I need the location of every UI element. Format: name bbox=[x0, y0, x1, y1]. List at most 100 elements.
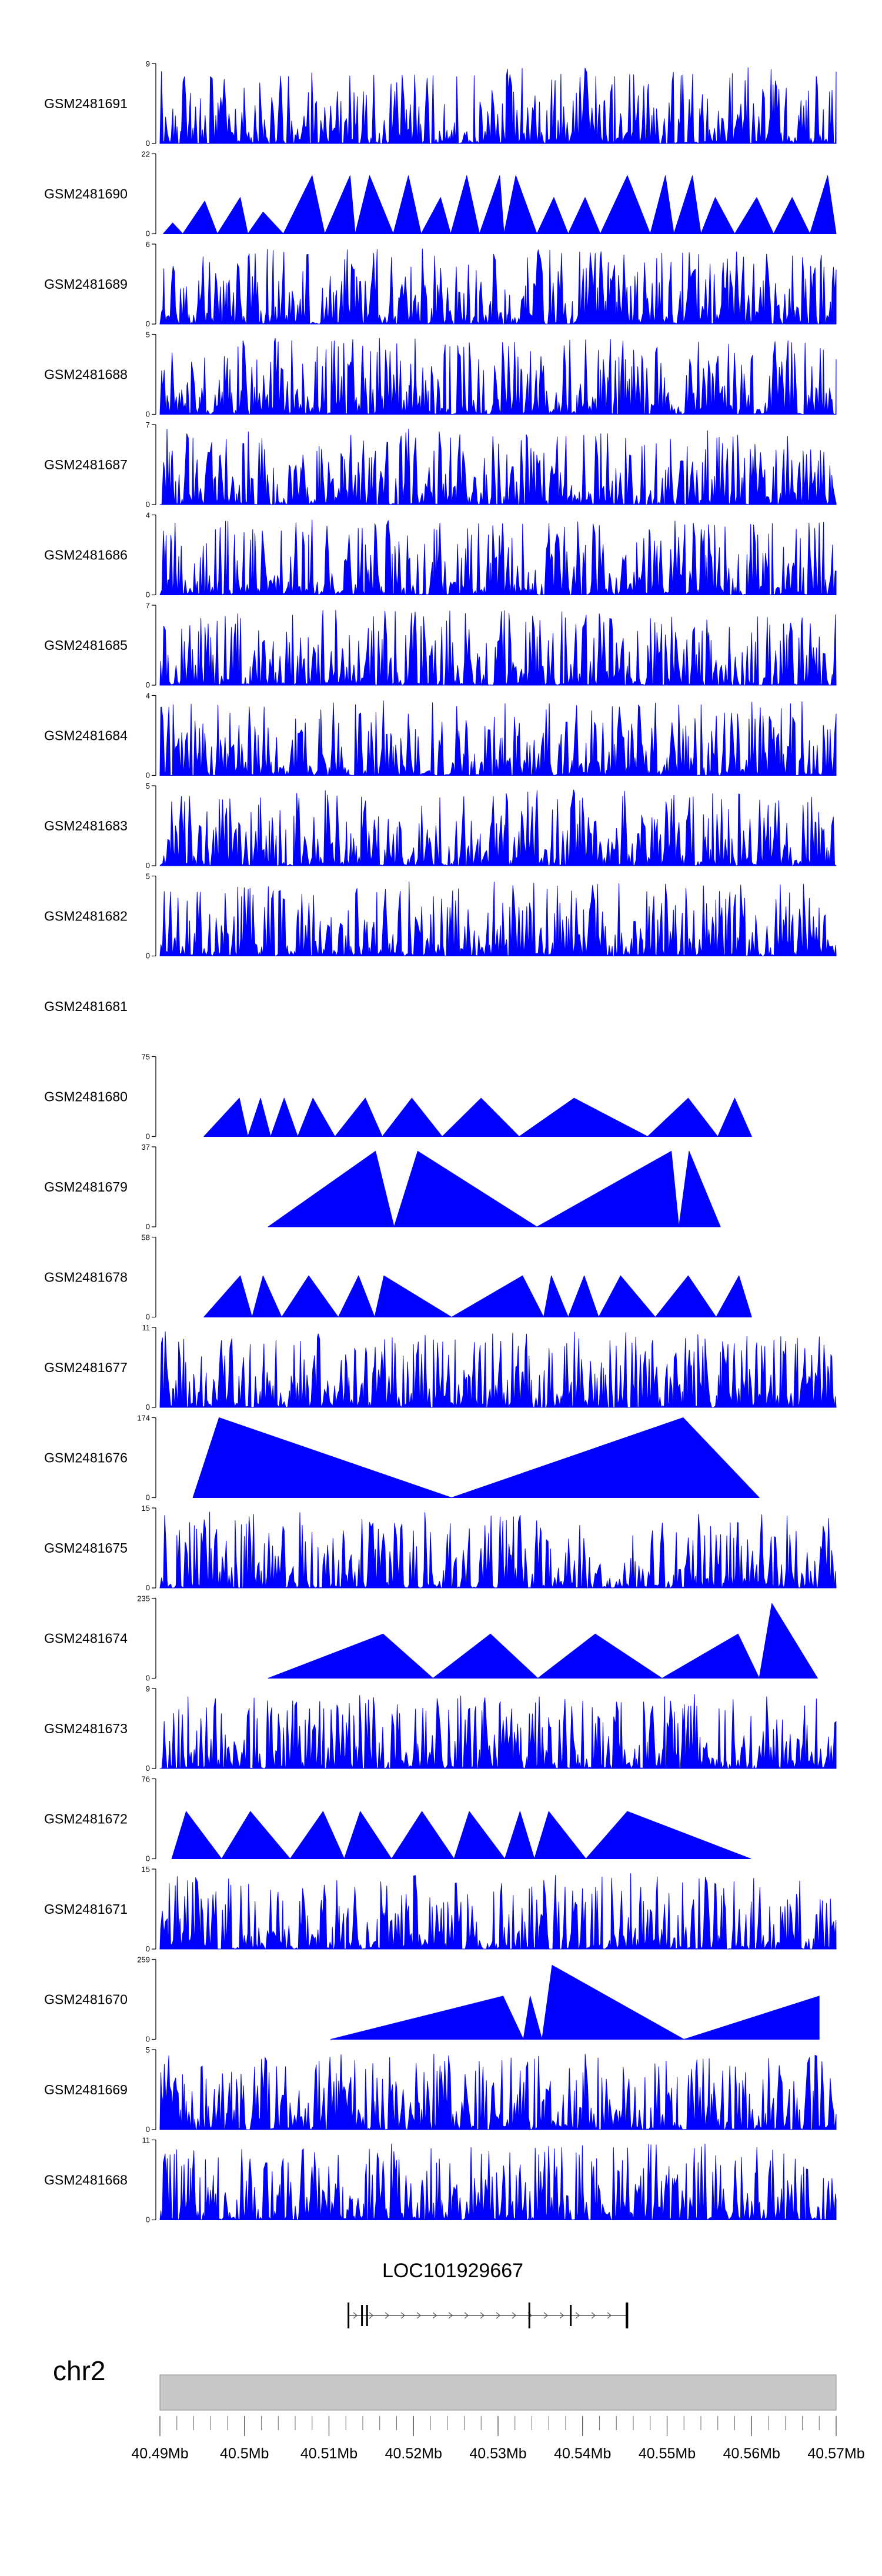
signal-area bbox=[159, 428, 837, 505]
signal-area bbox=[268, 1150, 721, 1227]
signal-area bbox=[192, 1417, 760, 1498]
coordinate-axis: 40.49Mb 40.5Mb 40.51Mb 40.52Mb 40.53Mb 40.54M… bbox=[131, 2416, 865, 2462]
strand-arrow bbox=[607, 2312, 612, 2319]
track-GSM2481671: GSM2481671 15 0 bbox=[44, 1865, 837, 1953]
strand-arrow bbox=[480, 2312, 485, 2319]
track-GSM2481669: GSM2481669 5 0 bbox=[44, 2046, 837, 2134]
track-GSM2481688: GSM2481688 5 0 bbox=[44, 331, 837, 419]
y-axis-max-label: 7 bbox=[146, 421, 150, 429]
track-GSM2481685: GSM2481685 7 0 bbox=[44, 601, 837, 689]
y-axis-zero-label: 0 bbox=[146, 500, 150, 509]
coordinate-tick-label: 40.51Mb bbox=[300, 2445, 358, 2462]
track-label: GSM2481682 bbox=[44, 909, 128, 924]
y-axis-max-label: 6 bbox=[146, 240, 150, 249]
track-label: GSM2481670 bbox=[44, 1992, 128, 2007]
signal-area bbox=[159, 1873, 837, 1950]
gene-exon bbox=[626, 2303, 629, 2328]
y-axis-zero-label: 0 bbox=[146, 1493, 150, 1502]
signal-area bbox=[159, 67, 837, 144]
track-GSM2481679: GSM2481679 37 0 bbox=[44, 1143, 721, 1231]
track-GSM2481687: GSM2481687 7 0 bbox=[44, 421, 837, 509]
strand-arrow bbox=[385, 2312, 390, 2319]
y-axis-zero-label: 0 bbox=[146, 2125, 150, 2134]
coordinate-tick-label: 40.54Mb bbox=[554, 2445, 611, 2462]
y-axis-max-label: 5 bbox=[146, 872, 150, 881]
strand-arrow bbox=[416, 2312, 422, 2319]
y-axis-zero-label: 0 bbox=[146, 771, 150, 780]
coordinate-tick-label: 40.55Mb bbox=[639, 2445, 696, 2462]
signal-area bbox=[163, 175, 837, 234]
track-label: GSM2481672 bbox=[44, 1811, 128, 1827]
y-axis-zero-label: 0 bbox=[146, 2035, 150, 2044]
track-GSM2481682: GSM2481682 5 0 bbox=[44, 872, 837, 960]
track-label: GSM2481681 bbox=[44, 999, 128, 1014]
y-axis-zero-label: 0 bbox=[146, 590, 150, 599]
track-label: GSM2481691 bbox=[44, 96, 128, 111]
y-axis-zero-label: 0 bbox=[146, 1313, 150, 1322]
y-axis-zero-label: 0 bbox=[146, 410, 150, 419]
strand-arrow bbox=[369, 2312, 374, 2319]
chromosome-bar bbox=[159, 2374, 837, 2411]
coordinate-tick-label: 40.52Mb bbox=[385, 2445, 442, 2462]
track-label: GSM2481671 bbox=[44, 1901, 128, 1917]
strand-arrow bbox=[448, 2312, 453, 2319]
track-label: GSM2481675 bbox=[44, 1540, 128, 1556]
y-axis-max-label: 76 bbox=[142, 1775, 150, 1784]
strand-arrow bbox=[559, 2312, 564, 2319]
signal-area bbox=[203, 1275, 752, 1317]
y-axis-max-label: 174 bbox=[137, 1414, 150, 1423]
y-axis-max-label: 5 bbox=[146, 2046, 150, 2054]
track-GSM2481684: GSM2481684 4 0 bbox=[44, 692, 837, 780]
y-axis-zero-label: 0 bbox=[146, 1854, 150, 1863]
y-axis-max-label: 15 bbox=[142, 1865, 150, 1874]
y-axis-max-label: 11 bbox=[142, 2136, 151, 2145]
signal-area bbox=[159, 1331, 837, 1408]
y-axis-max-label: 7 bbox=[146, 601, 150, 610]
track-label: GSM2481684 bbox=[44, 728, 128, 743]
signal-area bbox=[203, 1097, 752, 1137]
track-label: GSM2481677 bbox=[44, 1360, 128, 1375]
track-GSM2481676: GSM2481676 174 0 bbox=[44, 1414, 760, 1502]
y-axis-zero-label: 0 bbox=[146, 2215, 150, 2224]
strand-arrow bbox=[432, 2312, 437, 2319]
strand-arrow bbox=[400, 2312, 406, 2319]
y-axis-zero-label: 0 bbox=[146, 1403, 150, 1412]
track-GSM2481690: GSM2481690 22 0 bbox=[44, 150, 837, 238]
y-axis-zero-label: 0 bbox=[146, 1583, 150, 1592]
gene-exon bbox=[361, 2305, 363, 2326]
track-label: GSM2481674 bbox=[44, 1631, 128, 1646]
track-label: GSM2481669 bbox=[44, 2082, 128, 2097]
track-GSM2481686: GSM2481686 4 0 bbox=[44, 511, 837, 599]
signal-area bbox=[159, 338, 837, 415]
strand-arrow bbox=[512, 2312, 517, 2319]
track-GSM2481675: GSM2481675 15 0 bbox=[44, 1504, 837, 1592]
y-axis-zero-label: 0 bbox=[146, 1132, 150, 1141]
y-axis-max-label: 235 bbox=[137, 1594, 150, 1603]
track-label: GSM2481679 bbox=[44, 1179, 128, 1194]
signal-area bbox=[159, 789, 837, 866]
coordinate-tick-label: 40.56Mb bbox=[723, 2445, 780, 2462]
track-GSM2481677: GSM2481677 11 0 bbox=[44, 1323, 837, 1412]
track-label: GSM2481683 bbox=[44, 818, 128, 833]
signal-area bbox=[268, 1603, 818, 1679]
y-axis-max-label: 5 bbox=[146, 782, 150, 790]
track-label: GSM2481689 bbox=[44, 276, 128, 292]
y-axis-zero-label: 0 bbox=[146, 139, 150, 148]
y-axis-max-label: 22 bbox=[142, 150, 150, 159]
strand-arrow bbox=[543, 2312, 549, 2319]
signal-area bbox=[159, 881, 837, 956]
y-axis-max-label: 4 bbox=[146, 511, 150, 520]
track-GSM2481674: GSM2481674 235 0 bbox=[44, 1594, 818, 1683]
y-axis-max-label: 58 bbox=[142, 1233, 150, 1242]
gene-exon bbox=[366, 2305, 368, 2326]
track-label: GSM2481668 bbox=[44, 2173, 128, 2188]
signal-tracks: GSM248169190GSM2481690220GSM248168960GSM… bbox=[44, 59, 837, 2224]
strand-arrow bbox=[464, 2312, 469, 2319]
gene-model bbox=[348, 2303, 629, 2328]
signal-area bbox=[159, 1511, 837, 1589]
track-label: GSM2481685 bbox=[44, 638, 128, 653]
strand-arrow bbox=[575, 2312, 580, 2319]
gene-annotation-panel: LOC101929667 bbox=[348, 2260, 629, 2328]
track-GSM2481680: GSM2481680 75 0 bbox=[44, 1053, 752, 1141]
